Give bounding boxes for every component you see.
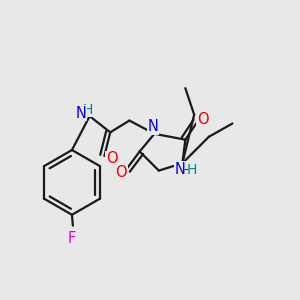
Text: O: O — [197, 112, 209, 127]
Text: N: N — [175, 162, 186, 177]
Text: -: - — [183, 163, 188, 176]
Text: N: N — [75, 106, 86, 121]
Text: H: H — [83, 103, 93, 117]
Text: F: F — [68, 231, 76, 246]
Text: N: N — [148, 119, 158, 134]
Text: H: H — [187, 163, 197, 177]
Text: O: O — [115, 165, 127, 180]
Text: O: O — [106, 151, 118, 166]
